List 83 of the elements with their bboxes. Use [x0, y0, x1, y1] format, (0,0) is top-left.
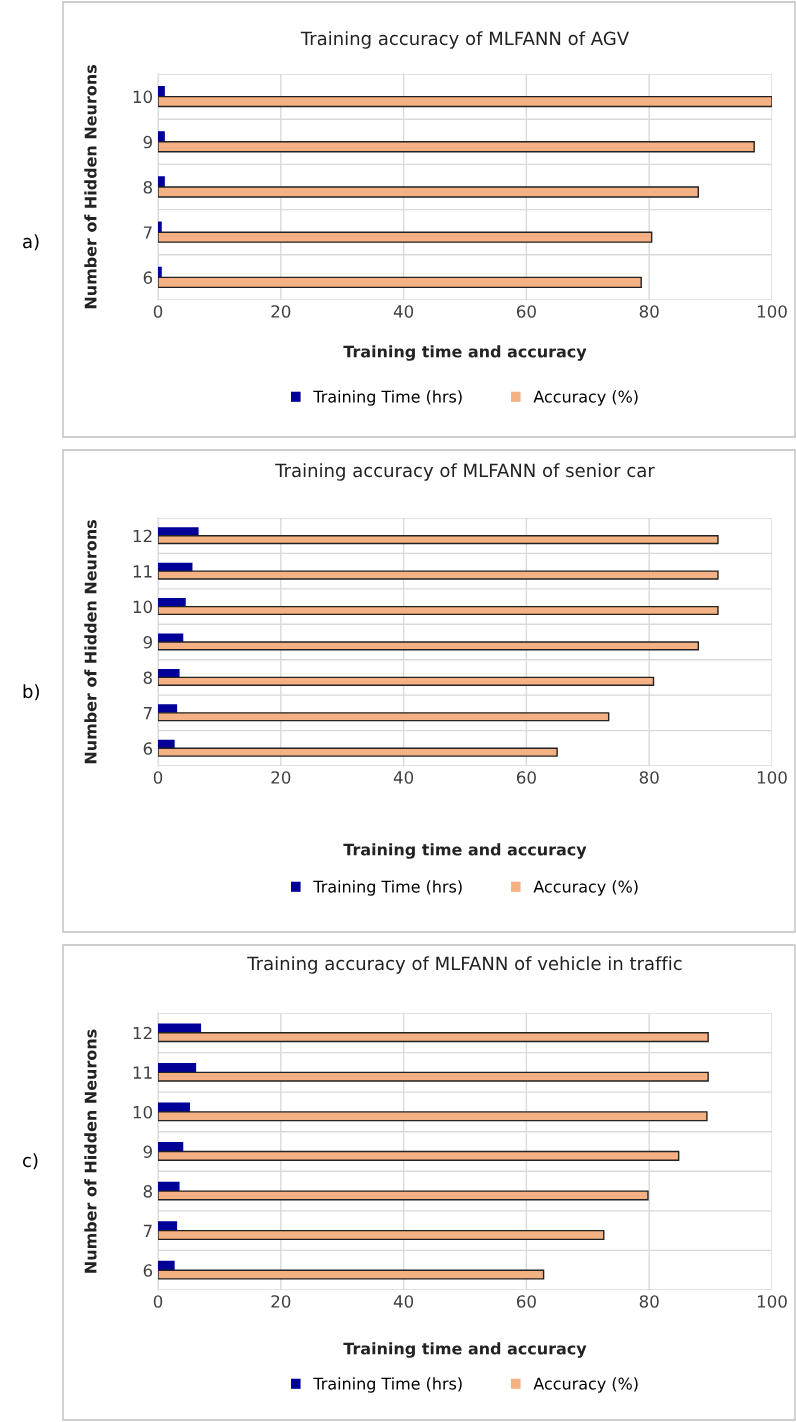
legend-label: Accuracy (%): [533, 880, 638, 896]
y-tick-label: 6: [143, 271, 153, 284]
y-tick-label: 7: [143, 226, 152, 239]
bar: [158, 570, 719, 580]
bar: [158, 676, 655, 686]
x-tick-label: 20: [271, 1295, 291, 1308]
bar: [158, 221, 162, 233]
bar: [158, 747, 558, 757]
bar: [158, 1269, 545, 1280]
x-tick-label: 20: [271, 771, 291, 784]
bar: [158, 605, 719, 616]
x-axis-title: Training time and accuracy: [343, 345, 587, 361]
bar: [158, 712, 610, 722]
x-tick-label: 60: [516, 771, 536, 784]
text: b): [23, 684, 39, 701]
legend-label: Training Time (hrs): [313, 880, 462, 896]
bar: [158, 668, 180, 679]
y-axis-title: Number of Hidden Neurons: [84, 1029, 97, 1273]
chart-title: Training accuracy of MLFANN of AGV: [300, 31, 630, 49]
bar: [158, 131, 165, 143]
y-tick-label: 12: [133, 1026, 152, 1040]
bar: [158, 141, 755, 153]
chart-title: Training accuracy of MLFANN of vehicle in traffic: [247, 956, 682, 974]
y-tick-label: 9: [143, 635, 152, 649]
y-tick-label: 10: [133, 90, 153, 104]
y-tick-label: 9: [143, 1145, 152, 1159]
x-tick-label: 20: [271, 305, 291, 318]
x-axis-title: Training time and accuracy: [343, 1342, 587, 1358]
x-tick-label: 60: [516, 1295, 536, 1308]
bar: [158, 739, 175, 749]
x-tick-label: 0: [153, 771, 163, 784]
x-axis-title: Training time and accuracy: [343, 843, 587, 859]
bar: [158, 1150, 680, 1161]
x-tick-label: 80: [639, 771, 659, 784]
bar: [158, 1190, 649, 1201]
bar: [158, 1032, 709, 1043]
bar: [158, 1229, 605, 1241]
bar: [158, 276, 642, 289]
chart-title: Training accuracy of MLFANN of senior car: [275, 463, 655, 481]
y-tick-label: 8: [143, 180, 152, 194]
text: c): [23, 1153, 38, 1170]
y-tick-label: 7: [143, 1224, 152, 1237]
x-tick-label: 100: [757, 305, 787, 318]
legend-label: Accuracy (%): [533, 1377, 638, 1393]
bar: [158, 95, 772, 108]
x-tick-label: 40: [393, 305, 414, 318]
legend-label: Accuracy (%): [533, 390, 638, 406]
bar: [158, 85, 165, 98]
bar: [158, 186, 700, 198]
x-tick-label: 0: [153, 305, 163, 318]
x-tick-label: 100: [757, 1295, 787, 1308]
y-tick-label: 12: [133, 529, 152, 543]
y-tick-label: 8: [143, 671, 152, 684]
x-tick-label: 40: [393, 1295, 414, 1308]
y-axis-title: Number of Hidden Neurons: [84, 65, 97, 309]
bar: [158, 535, 719, 545]
bar: [158, 231, 653, 243]
y-tick-label: 10: [133, 600, 153, 614]
y-tick-label: 7: [143, 707, 152, 720]
text: a): [23, 234, 39, 251]
y-tick-label: 10: [133, 1105, 153, 1119]
x-tick-label: 60: [516, 305, 536, 318]
bar: [158, 641, 700, 651]
bar: [158, 1221, 178, 1232]
legend-label: Training Time (hrs): [313, 390, 462, 406]
bar: [158, 1111, 708, 1122]
y-tick-label: 11: [133, 565, 152, 578]
y-tick-label: 6: [143, 742, 153, 755]
y-tick-label: 11: [133, 1066, 152, 1079]
y-axis-title: Number of Hidden Neurons: [84, 520, 97, 764]
bar: [158, 176, 165, 188]
bar: [158, 266, 162, 279]
x-tick-label: 80: [639, 305, 659, 318]
bar: [158, 1071, 709, 1082]
bar: [158, 1260, 175, 1271]
y-tick-label: 9: [143, 135, 152, 149]
y-tick-label: 8: [143, 1185, 152, 1198]
x-tick-label: 40: [393, 771, 414, 784]
x-tick-label: 0: [153, 1295, 163, 1308]
legend-label: Training Time (hrs): [313, 1377, 462, 1393]
x-tick-label: 100: [757, 771, 787, 784]
x-tick-label: 80: [639, 1295, 659, 1308]
y-tick-label: 6: [143, 1264, 153, 1277]
